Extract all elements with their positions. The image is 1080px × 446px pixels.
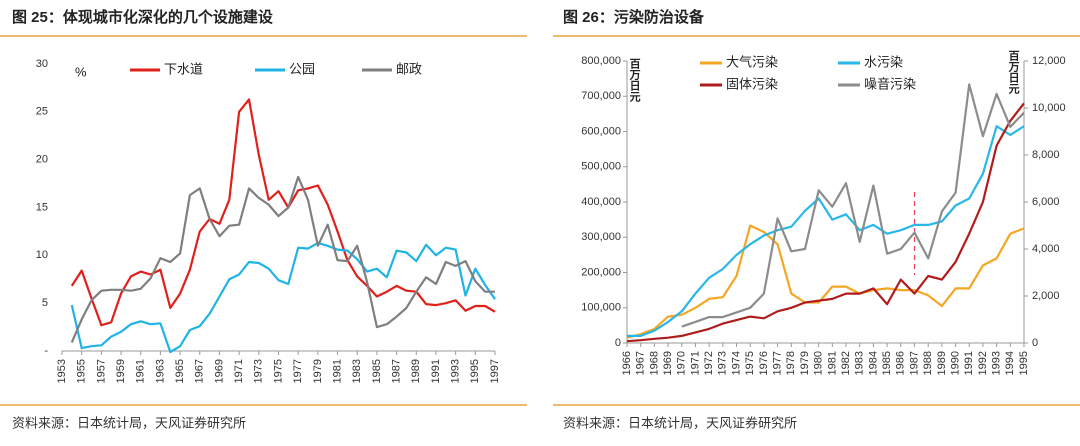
x-tick-label: 1969 (662, 351, 674, 375)
y-tick-label: 5 (42, 297, 48, 309)
x-tick-label: 1974 (730, 351, 742, 375)
series-line (70, 175, 495, 343)
x-tick-label: 1975 (272, 359, 284, 383)
series-line (626, 224, 1025, 339)
x-tick-label: 1971 (233, 359, 245, 383)
y2-axis-label: 百万日元 (1007, 50, 1021, 95)
x-tick-label: 1993 (991, 351, 1003, 375)
chart-title: 图 26：污染防治设备 (563, 8, 705, 26)
y-tick-label: 30 (36, 58, 48, 70)
x-tick-label: 1968 (648, 351, 660, 375)
x-tick-label: 1973 (253, 359, 265, 383)
x-tick-label: 1977 (771, 351, 783, 375)
series-line (681, 83, 1025, 328)
x-tick-label: 1975 (744, 351, 756, 375)
x-tick-label: 1961 (135, 359, 147, 383)
source: 资料来源：日本统计局，天风证券研究所 (12, 415, 246, 430)
y2-tick-label: 0 (1032, 337, 1038, 349)
x-tick-label: 1967 (635, 351, 647, 375)
x-tick-label: 1992 (977, 351, 989, 375)
y-tick-label: 15 (36, 201, 48, 213)
y-axis-label: 百万日元 (628, 58, 642, 103)
legend-label: 固体污染 (726, 76, 778, 91)
x-tick-label: 1957 (95, 359, 107, 383)
y-tick-label: 100,000 (581, 302, 621, 314)
y-tick-label: 400,000 (581, 196, 621, 208)
y2-tick-label: 12,000 (1032, 55, 1066, 67)
legend-label: 邮政 (396, 61, 422, 76)
x-tick-label: 1988 (922, 351, 934, 375)
x-tick-label: 1969 (213, 359, 225, 383)
x-tick-label: 1997 (489, 359, 501, 383)
legend-label: 水污染 (864, 54, 903, 69)
y-tick-label: 200,000 (581, 266, 621, 278)
x-tick-label: 1981 (331, 359, 343, 383)
series-line (627, 125, 1025, 337)
x-tick-label: 1979 (312, 359, 324, 383)
x-tick-label: 1995 (1018, 351, 1030, 375)
legend-label: 大气污染 (726, 54, 778, 69)
x-tick-label: 1994 (1004, 351, 1016, 375)
x-tick-label: 1986 (895, 351, 907, 375)
y-tick-label: 700,000 (581, 90, 621, 102)
x-tick-label: 1973 (717, 351, 729, 375)
series-line (70, 241, 496, 354)
x-tick-label: 1978 (785, 351, 797, 375)
x-tick-label: 1984 (867, 351, 879, 375)
source: 资料来源：日本统计局，天风证券研究所 (563, 415, 797, 430)
y2-tick-label: 2,000 (1032, 290, 1060, 302)
y-tick-label: 10 (36, 249, 48, 261)
x-tick-label: 1990 (949, 351, 961, 375)
x-tick-label: 1987 (908, 351, 920, 375)
x-tick-label: 1983 (351, 359, 363, 383)
y2-tick-label: 10,000 (1032, 102, 1066, 114)
x-tick-label: 1980 (813, 351, 825, 375)
x-tick-label: 1982 (840, 351, 852, 375)
y-tick-label: 0 (615, 337, 621, 349)
x-tick-label: 1976 (758, 351, 770, 375)
x-tick-label: 1979 (799, 351, 811, 375)
series-line (626, 102, 1025, 343)
x-tick-label: 1963 (154, 359, 166, 383)
legend-label: 噪音污染 (864, 76, 916, 91)
y2-tick-label: 6,000 (1032, 196, 1060, 208)
x-tick-label: 1959 (115, 359, 127, 383)
x-tick-label: 1991 (963, 351, 975, 375)
y-tick-label: - (44, 345, 48, 357)
x-tick-label: 1993 (450, 359, 462, 383)
y-tick-label: 500,000 (581, 161, 621, 173)
x-tick-label: 1972 (703, 351, 715, 375)
y-tick-label: 800,000 (581, 55, 621, 67)
legend-label: 公园 (289, 61, 315, 76)
x-tick-label: 1967 (194, 359, 206, 383)
x-tick-label: 1981 (826, 351, 838, 375)
y-tick-label: 300,000 (581, 231, 621, 243)
x-tick-label: 1991 (430, 359, 442, 383)
x-tick-label: 1983 (854, 351, 866, 375)
x-tick-label: 1995 (469, 359, 481, 383)
x-tick-label: 1955 (76, 359, 88, 383)
chart-title: 图 25：体现城市化深化的几个设施建设 (12, 8, 273, 26)
x-tick-label: 1970 (676, 351, 688, 375)
x-tick-label: 1971 (689, 351, 701, 375)
legend-label: 下水道 (164, 61, 203, 76)
x-tick-label: 1985 (881, 351, 893, 375)
x-tick-label: 1989 (936, 351, 948, 375)
y-tick-label: 25 (36, 106, 48, 118)
series-line (70, 98, 496, 327)
y-tick-label: 600,000 (581, 125, 621, 137)
y-tick-label: 20 (36, 154, 48, 166)
x-tick-label: 1985 (371, 359, 383, 383)
y2-tick-label: 4,000 (1032, 243, 1060, 255)
x-tick-label: 1966 (621, 351, 633, 375)
y-axis-label: % (75, 64, 87, 79)
x-tick-label: 1965 (174, 359, 186, 383)
x-tick-label: 1977 (292, 359, 304, 383)
y2-tick-label: 8,000 (1032, 149, 1060, 161)
x-tick-label: 1987 (390, 359, 402, 383)
x-tick-label: 1953 (56, 359, 68, 383)
x-tick-label: 1989 (410, 359, 422, 383)
